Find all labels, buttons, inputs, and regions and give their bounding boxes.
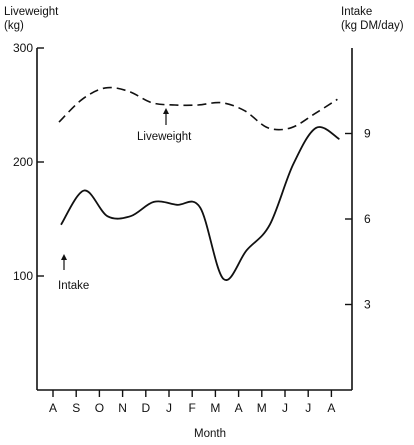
x-axis-label: Month — [194, 428, 226, 440]
x-tick-label: A — [235, 401, 243, 415]
liveweight-arrowhead — [163, 108, 169, 114]
x-tick-label: O — [95, 401, 104, 415]
left-tick-label: 300 — [13, 41, 33, 55]
x-tick-label: S — [72, 401, 80, 415]
right-tick-label: 9 — [364, 127, 371, 141]
right-axis-label-line2: (kg DM/day) — [341, 20, 404, 32]
left-axis-label-line2: (kg) — [4, 20, 24, 32]
right-tick-label: 6 — [364, 212, 371, 226]
x-tick-label: J — [166, 401, 172, 415]
series-liveweight-line — [58, 86, 338, 131]
x-tick-label: J — [305, 401, 311, 415]
right-axis-label-line1: Intake — [341, 6, 372, 18]
x-tick-label: D — [141, 401, 150, 415]
right-axis-ticks: 3 6 9 — [345, 127, 371, 312]
x-tick-label: M — [257, 401, 267, 415]
left-axis-ticks: 100 200 300 — [13, 41, 44, 283]
x-tick-label: J — [282, 401, 288, 415]
liveweight-annotation-label: Liveweight — [137, 131, 192, 143]
intake-arrowhead — [61, 254, 67, 260]
x-tick-label: A — [327, 401, 335, 415]
x-tick-label: A — [49, 401, 57, 415]
right-tick-label: 3 — [364, 298, 371, 312]
left-axis-label-line1: Liveweight — [4, 6, 59, 18]
x-tick-label: M — [210, 401, 220, 415]
left-tick-label: 100 — [13, 269, 33, 283]
x-tick-label: N — [118, 401, 127, 415]
x-tick-label: F — [189, 401, 196, 415]
left-tick-label: 200 — [13, 155, 33, 169]
series-intake-line — [60, 126, 340, 281]
intake-annotation-label: Intake — [58, 280, 89, 292]
